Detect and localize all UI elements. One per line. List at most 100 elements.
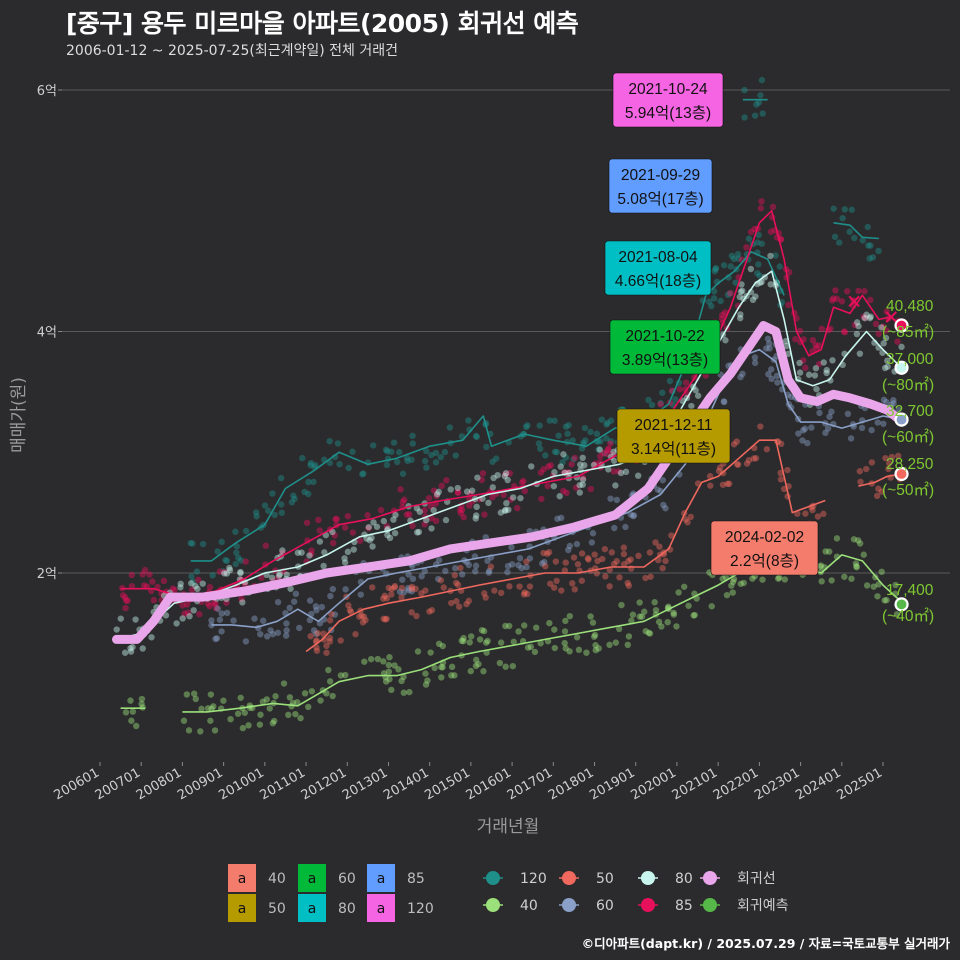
callout-box xyxy=(604,240,712,296)
scatter-point xyxy=(585,556,592,563)
scatter-point xyxy=(220,697,227,704)
scatter-point xyxy=(221,568,228,576)
scatter-point xyxy=(528,463,535,470)
scatter-point xyxy=(427,502,434,510)
scatter-point xyxy=(636,599,643,606)
scatter-point xyxy=(305,490,312,498)
scatter-point xyxy=(832,287,839,294)
scatter-point xyxy=(485,569,492,576)
scatter-point xyxy=(333,515,340,523)
scatter-point xyxy=(290,598,298,605)
scatter-point xyxy=(280,680,288,687)
scatter-point xyxy=(337,637,344,644)
legend-dot-key xyxy=(562,871,576,885)
scatter-point xyxy=(892,581,899,589)
scatter-point xyxy=(292,590,300,598)
scatter-point xyxy=(574,561,582,568)
scatter-point xyxy=(538,560,546,567)
scatter-point xyxy=(688,402,695,410)
callout-price: 5.08억(17층) xyxy=(617,190,703,208)
scatter-point xyxy=(752,293,759,300)
scatter-point xyxy=(813,385,820,393)
scatter-point xyxy=(310,478,317,486)
scatter-point xyxy=(817,562,825,569)
scatter-point xyxy=(418,573,425,580)
scatter-point xyxy=(404,584,412,592)
scatter-point xyxy=(323,690,330,697)
scatter-point xyxy=(705,298,713,305)
scatter-point xyxy=(435,640,443,648)
legend-fill-glyph: a xyxy=(308,901,317,917)
scatter-point xyxy=(489,494,496,501)
x-tick-label: 202101 xyxy=(670,765,720,803)
scatter-point xyxy=(421,521,428,528)
scatter-point xyxy=(657,401,664,408)
scatter-point xyxy=(751,359,759,367)
scatter-point xyxy=(301,690,309,697)
scatter-point xyxy=(448,663,456,671)
scatter-point xyxy=(579,474,587,481)
scatter-point xyxy=(307,550,315,558)
scatter-point xyxy=(676,386,683,393)
scatter-point xyxy=(786,269,793,276)
scatter-point xyxy=(484,637,491,645)
scatter-point xyxy=(383,523,391,530)
scatter-point xyxy=(396,588,404,595)
scatter-point xyxy=(735,255,742,262)
scatter-point xyxy=(880,340,887,347)
scatter-point xyxy=(860,313,867,320)
scatter-point xyxy=(523,563,530,571)
scatter-point xyxy=(739,370,746,377)
scatter-point xyxy=(895,406,902,414)
scatter-point xyxy=(121,594,129,601)
scatter-point xyxy=(237,568,244,576)
legend-line-label: 85 xyxy=(675,898,693,914)
callout-date: 2021-10-24 xyxy=(628,81,708,98)
scatter-point xyxy=(754,270,761,277)
scatter-point xyxy=(489,458,496,465)
legend-fill-glyph: a xyxy=(308,871,317,887)
scatter-point xyxy=(392,511,399,519)
scatter-point xyxy=(516,583,523,590)
scatter-point xyxy=(874,419,881,426)
scatter-point xyxy=(269,720,277,727)
scatter-point xyxy=(865,242,872,249)
scatter-point xyxy=(739,287,746,294)
scatter-point xyxy=(666,377,674,385)
scatter-point xyxy=(128,571,135,579)
scatter-point xyxy=(307,632,314,640)
scatter-point xyxy=(546,619,553,627)
scatter-point xyxy=(587,428,594,436)
x-tick-label: 201101 xyxy=(258,765,308,803)
scatter-point xyxy=(808,424,815,431)
scatter-point xyxy=(820,359,827,366)
scatter-point xyxy=(454,581,462,589)
scatter-point xyxy=(551,448,559,455)
scatter-point xyxy=(207,691,215,698)
scatter-point xyxy=(274,598,282,606)
scatter-point xyxy=(863,465,870,473)
scatter-point xyxy=(474,474,481,481)
scatter-point xyxy=(416,508,424,515)
scatter-point xyxy=(595,446,602,453)
scatter-point xyxy=(326,437,333,445)
scatter-point xyxy=(763,345,770,352)
scatter-point xyxy=(301,488,308,496)
scatter-point xyxy=(527,643,535,651)
scatter-point xyxy=(592,646,599,654)
scatter-point xyxy=(851,321,859,329)
legend-fill-label: 40 xyxy=(268,871,286,887)
scatter-point xyxy=(315,516,322,524)
scatter-point xyxy=(286,694,294,701)
scatter-point xyxy=(408,609,415,616)
scatter-point xyxy=(754,239,761,246)
scatter-point xyxy=(767,281,774,288)
series-line-80 xyxy=(116,270,903,641)
scatter-point xyxy=(597,438,604,445)
scatter-point xyxy=(591,631,599,639)
scatter-point xyxy=(848,575,855,582)
scatter-point xyxy=(285,711,292,719)
scatter-point xyxy=(863,582,871,589)
scatter-point xyxy=(839,215,846,222)
